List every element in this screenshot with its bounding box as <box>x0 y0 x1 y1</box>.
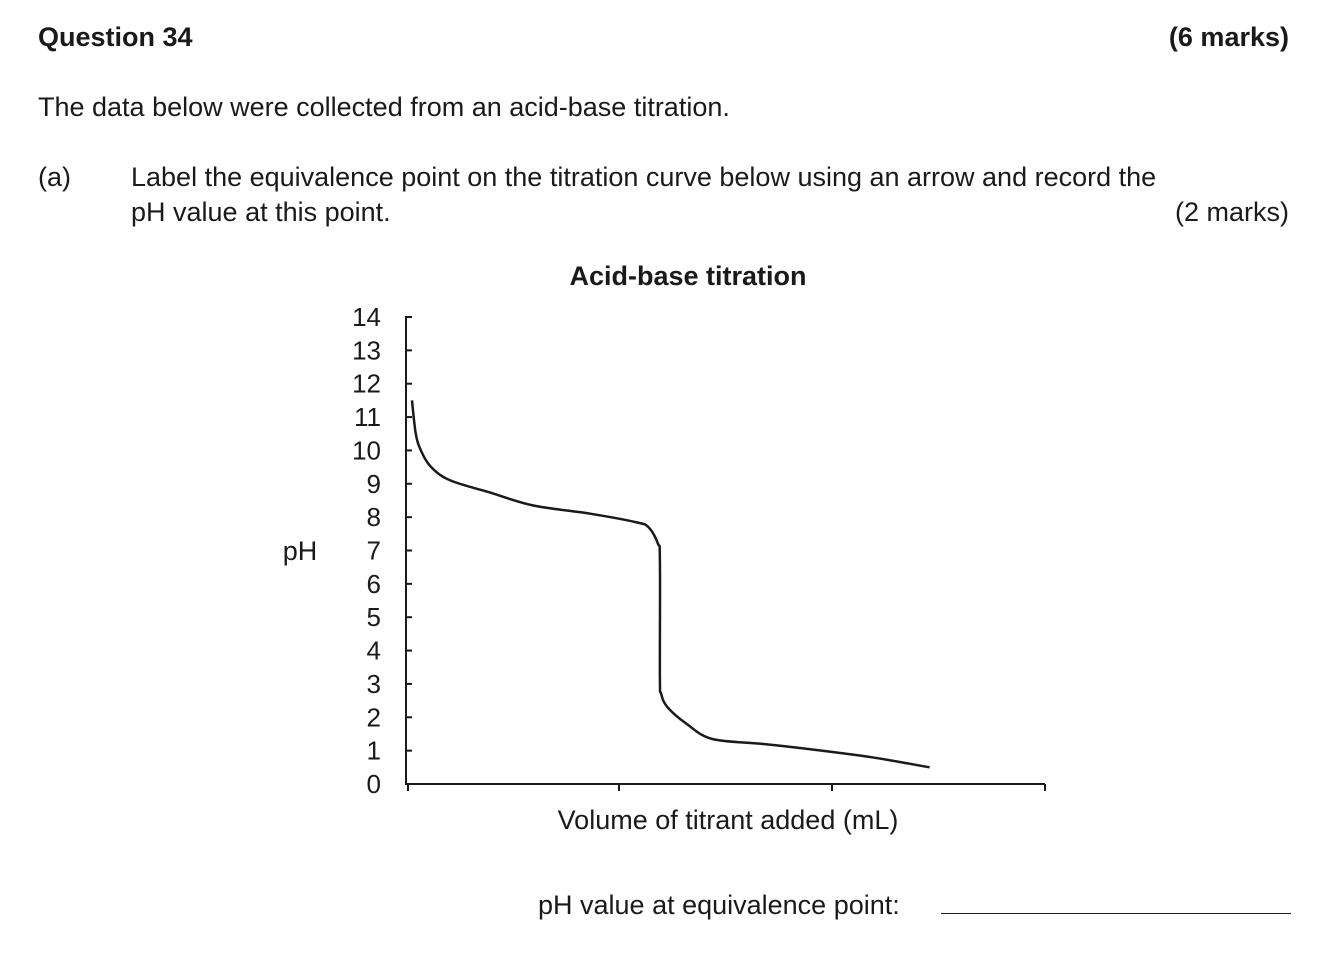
chart-y-axis-label: pH <box>283 536 318 566</box>
question-intro: The data below were collected from an ac… <box>38 92 730 122</box>
part-a-label: (a) <box>38 162 71 192</box>
y-axis-tick-label: 6 <box>367 569 381 599</box>
part-a-marks: (2 marks) <box>1175 197 1289 227</box>
y-axis-tick-label: 8 <box>367 502 381 532</box>
y-axis-tick-label: 12 <box>352 369 381 399</box>
answer-label: pH value at equivalence point: <box>538 890 900 920</box>
y-axis-tick-label: 3 <box>367 669 381 699</box>
y-axis-tick-label: 1 <box>367 736 381 766</box>
y-axis-tick-label: 5 <box>367 602 381 632</box>
answer-blank-line[interactable] <box>941 913 1291 914</box>
chart-title: Acid-base titration <box>569 261 806 291</box>
y-axis-tick-label: 9 <box>367 469 381 499</box>
y-axis-tick-label: 14 <box>352 302 381 332</box>
y-axis-tick-label: 11 <box>354 402 381 432</box>
y-axis-tick-label: 13 <box>352 335 381 365</box>
y-axis-tick-label: 4 <box>367 636 381 666</box>
question-title: Question 34 <box>38 22 193 52</box>
y-axis-tick-label: 2 <box>367 702 381 732</box>
part-a-text-line1: Label the equivalence point on the titra… <box>131 162 1157 192</box>
chart-x-axis-label: Volume of titrant added (mL) <box>558 805 899 835</box>
part-a-text-line2: pH value at this point. <box>131 197 391 227</box>
y-axis-tick-label: 10 <box>352 435 381 465</box>
titration-curve-line <box>410 400 930 769</box>
question-marks: (6 marks) <box>1168 22 1289 52</box>
y-axis-tick-label: 7 <box>367 536 381 566</box>
y-axis-tick-label: 0 <box>367 769 381 799</box>
